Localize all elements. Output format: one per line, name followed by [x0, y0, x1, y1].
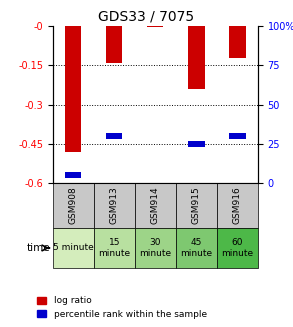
Legend: log ratio, percentile rank within the sample: log ratio, percentile rank within the sa… [34, 293, 210, 322]
Text: 30
minute: 30 minute [139, 238, 171, 258]
Text: time: time [27, 243, 51, 253]
FancyBboxPatch shape [135, 183, 176, 228]
Text: GSM914: GSM914 [151, 187, 160, 224]
Text: GSM913: GSM913 [110, 186, 119, 224]
FancyBboxPatch shape [217, 183, 258, 228]
Text: 5 minute: 5 minute [53, 244, 94, 252]
Bar [229, 26, 246, 58]
Text: GDS33 / 7075: GDS33 / 7075 [98, 10, 195, 24]
FancyBboxPatch shape [94, 228, 135, 268]
Text: GSM915: GSM915 [192, 186, 201, 224]
FancyBboxPatch shape [53, 228, 94, 268]
Text: 60
minute: 60 minute [221, 238, 253, 258]
FancyBboxPatch shape [53, 183, 94, 228]
Bar [147, 26, 163, 27]
Text: GSM908: GSM908 [69, 186, 78, 224]
FancyBboxPatch shape [176, 228, 217, 268]
Bar [65, 172, 81, 179]
Bar [188, 26, 205, 89]
Bar [229, 133, 246, 139]
Bar [106, 133, 122, 139]
Bar [188, 141, 205, 147]
Bar [106, 26, 122, 63]
FancyBboxPatch shape [135, 228, 176, 268]
FancyBboxPatch shape [176, 183, 217, 228]
Text: 15
minute: 15 minute [98, 238, 130, 258]
FancyBboxPatch shape [94, 183, 135, 228]
Text: 45
minute: 45 minute [180, 238, 212, 258]
Bar [65, 26, 81, 152]
Text: GSM916: GSM916 [233, 186, 242, 224]
FancyBboxPatch shape [217, 228, 258, 268]
